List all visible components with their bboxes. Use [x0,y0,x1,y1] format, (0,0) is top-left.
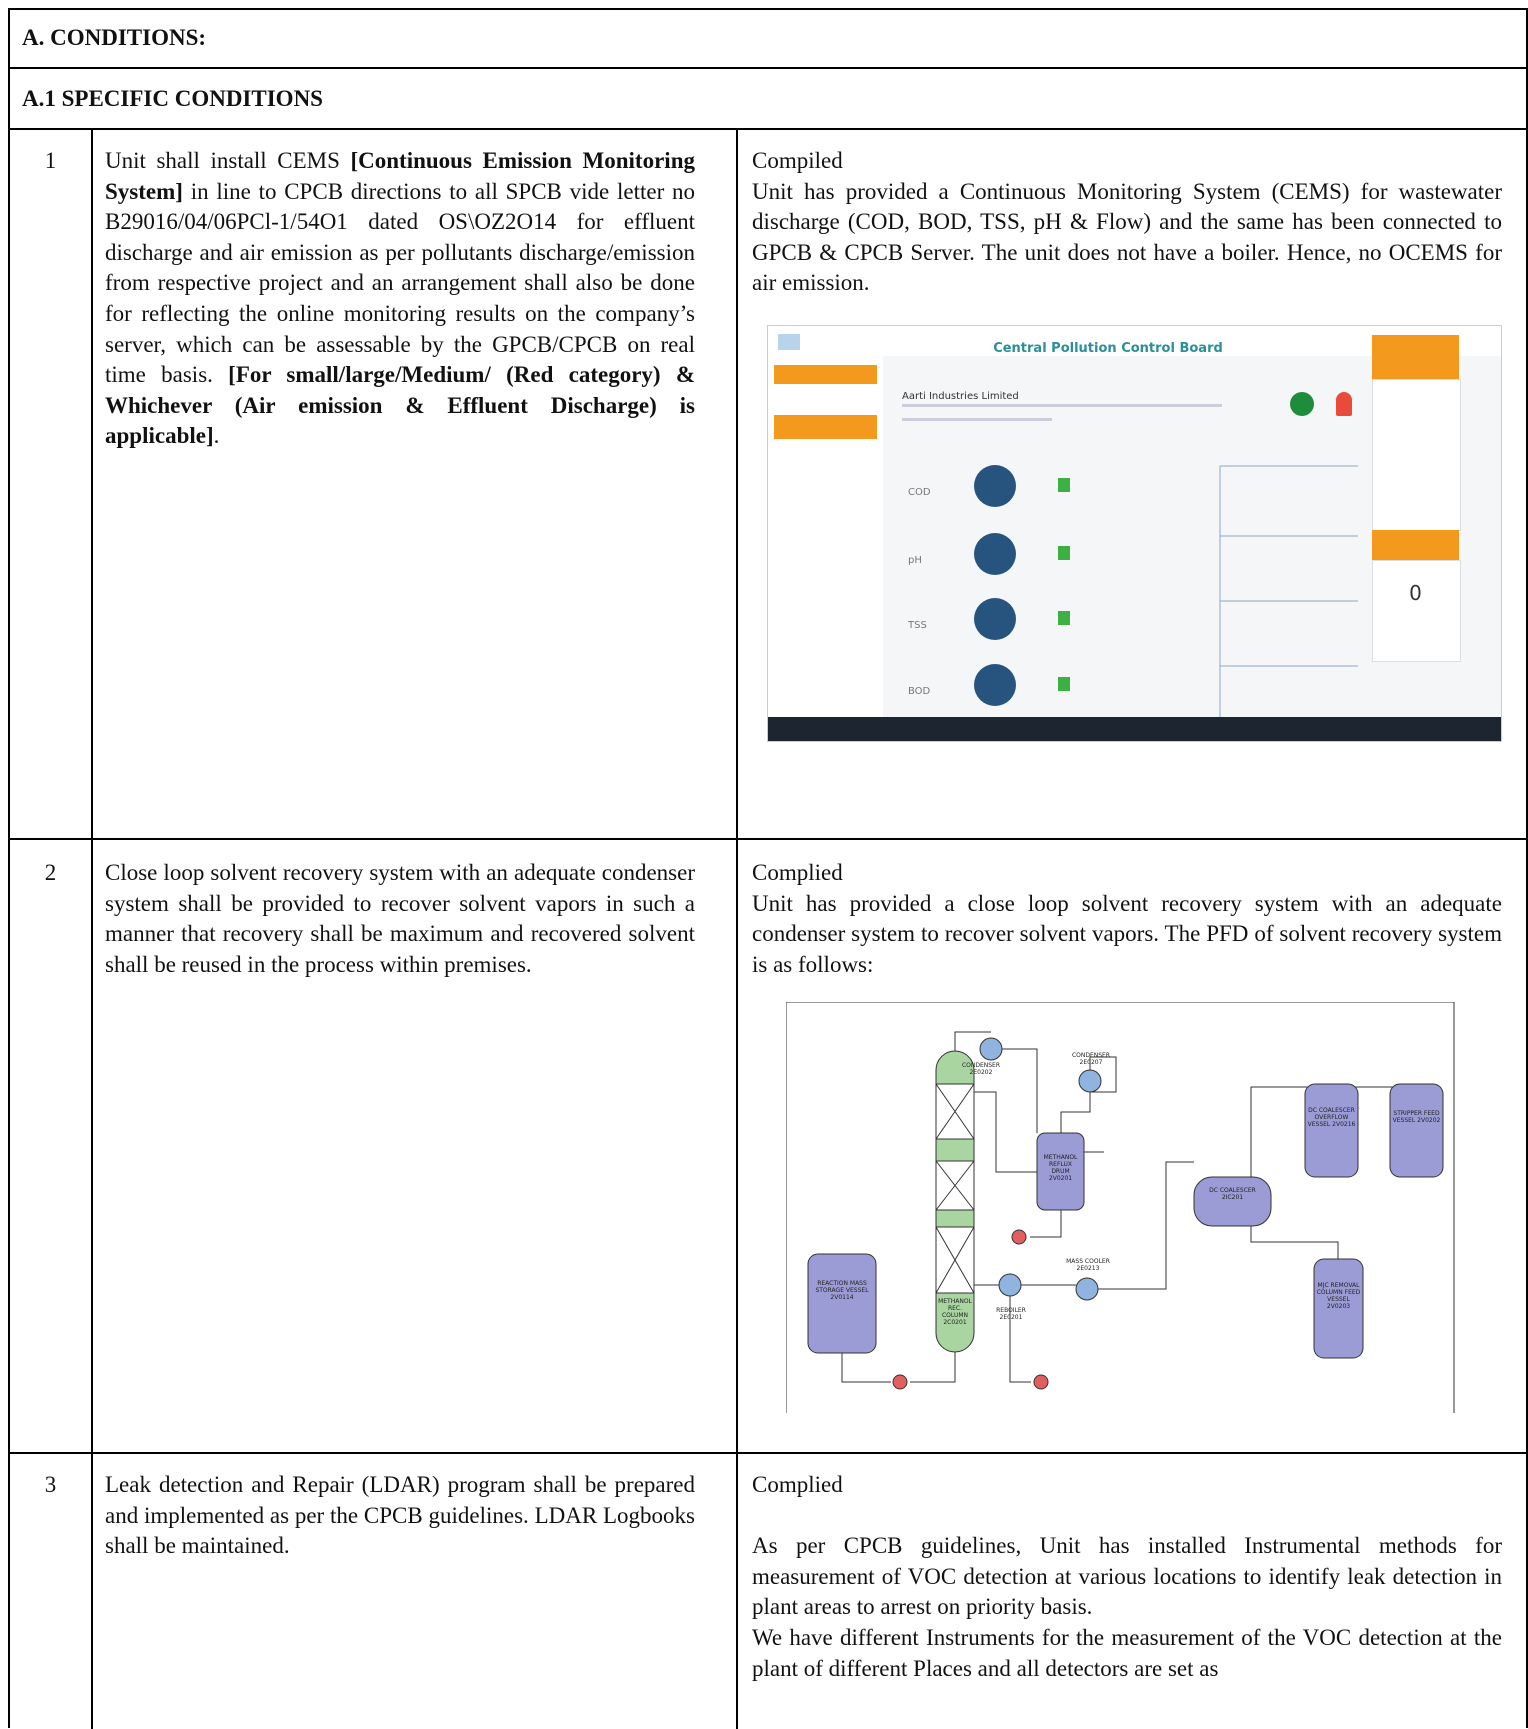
condition: Unit shall install CEMS [Continuous Emis… [105,146,695,452]
panel [1372,560,1461,662]
text: Close loop solvent recovery system with … [105,860,695,977]
status: Compiled [752,148,843,173]
response: Complied As per CPCB guidelines, Unit has… [752,1470,1502,1684]
parameter: pH [908,555,922,566]
count: 0 [1409,581,1422,605]
border [1526,8,1528,1728]
packing [935,1083,975,1294]
border [9,1452,1527,1454]
section-title: A. CONDITIONS: [22,25,207,50]
bold-text: [For small/large/Medium/ (Red category) … [105,362,695,449]
menu-button [774,365,877,384]
pfd-diagram: CONDENSER 2E0202 CONDENSER 2E0207 METHAN… [786,1002,1455,1413]
response: Compiled Unit has provided a Continuous M… [752,146,1502,299]
paragraph: Unit has provided a Continuous Monitorin… [752,178,1502,296]
border [736,129,738,1729]
border [9,128,1527,130]
panel [1372,379,1461,531]
status: Complied [752,1472,843,1497]
pfd-label: DC COALESCER 2IC201 [1209,1187,1256,1201]
pfd-label: CONDENSER 2E0202 [961,1062,1001,1076]
menu-button [774,415,877,439]
portal-title: Central Pollution Control Board [993,341,1223,356]
subsection-title: A.1 SPECIFIC CONDITIONS [22,86,323,111]
condition: Close loop solvent recovery system with … [105,858,695,980]
thumbs [1058,478,1070,691]
company: Aarti Industries Limited [902,391,1019,402]
panel-button [1372,530,1459,560]
pfd-label: MASS COOLER 2E0213 [1066,1258,1110,1272]
paragraph: As per CPCB guidelines, Unit has install… [752,1533,1502,1620]
bold-text: [Continuous Emission Monitoring System] [105,148,695,204]
condition: Leak detection and Repair (LDAR) program… [105,1470,695,1562]
pumps [892,1229,1049,1390]
status: Complied [752,860,843,885]
pfd-label: METHANOL REFLUX DRUM 2V0201 [1043,1154,1078,1182]
panel-button [1372,335,1459,379]
text-line [902,418,1052,421]
parameter: COD [908,487,931,498]
pfd-label: STRIPPER FEED VESSEL 2V0202 [1392,1110,1441,1124]
border [9,8,1527,10]
pfd-label: MJC REMOVAL COLUMN FEED VESSEL 2V0203 [1316,1282,1361,1310]
parameter: BOD [908,686,931,697]
row-number: 3 [44,1472,57,1497]
row-number: 2 [44,860,57,885]
border [9,67,1527,69]
vessels [807,1083,1444,1359]
pfd-label: DC COALESCER OVERFLOW VESSEL 2V0216 [1307,1107,1356,1128]
gauges [974,465,1016,706]
pfd-label: CONDENSER 2E0207 [1071,1052,1111,1066]
text: Leak detection and Repair (LDAR) program… [105,1472,695,1559]
response: Complied Unit has provided a close loop s… [752,858,1502,980]
pfd-graphics [786,1002,1455,1413]
logo [778,334,800,350]
taskbar [768,717,1501,741]
text-line [902,404,1222,407]
text: in line to CPCB directions to all SPCB v… [105,178,695,388]
pfd-label: REACTION MASS STORAGE VESSEL 2V0114 [815,1280,869,1301]
border [9,838,1527,840]
paragraph: We have different Instruments for the me… [752,1624,1502,1681]
text: . [213,423,220,449]
parameter: TSS [908,620,927,631]
alert-icon [1336,392,1352,416]
trend-lines [1219,465,1358,717]
text: Unit shall install CEMS [105,148,351,173]
pfd-label: REBOILER 2E0201 [996,1307,1026,1321]
border [8,8,10,1728]
border [91,129,93,1729]
row-number: 1 [44,148,57,173]
paragraph: Unit has provided a close loop solvent r… [752,890,1502,977]
status-icon [1290,392,1314,416]
exchangers [979,1037,1102,1301]
screenshot: Central Pollution Control Board Aarti In… [767,325,1502,742]
pfd-label: METHANOL REC. COLUMN 2C0201 [938,1298,972,1326]
screenshot-graphics [768,465,1501,741]
